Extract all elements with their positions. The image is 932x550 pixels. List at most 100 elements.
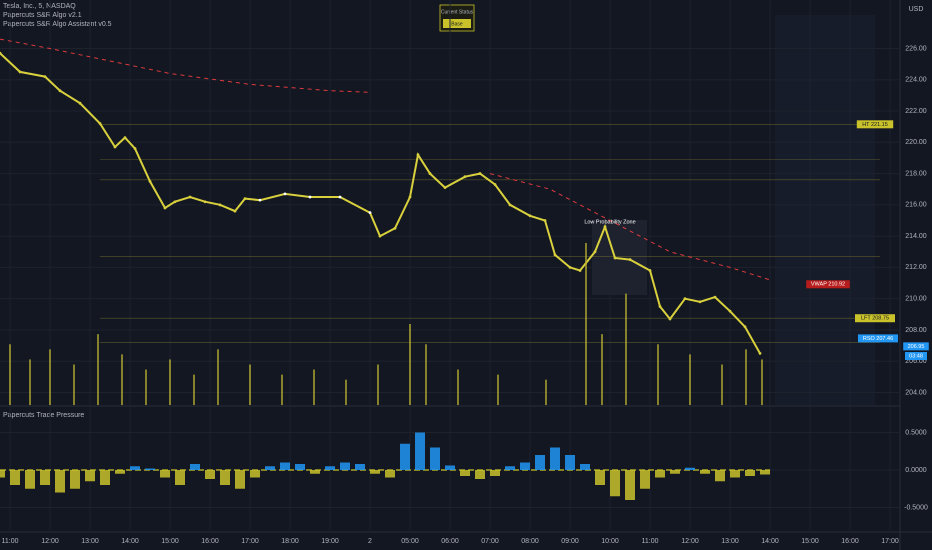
pressure-bar [10, 470, 20, 485]
y-tick-label: 210.00 [905, 296, 927, 303]
volume-bar [545, 379, 547, 405]
annotation: HT 221.15 [862, 122, 888, 128]
price-point [98, 122, 102, 125]
y-tick-label: 224.00 [905, 77, 927, 84]
price-point [123, 136, 127, 140]
pressure-bar [340, 462, 350, 470]
price-point [148, 179, 152, 183]
x-tick-label: 07:00 [481, 538, 499, 545]
volume-bar [345, 379, 347, 405]
x-tick-label: 13:00 [81, 538, 99, 545]
pressure-bar [685, 467, 695, 470]
y-tick-label: -0.5000 [904, 504, 928, 511]
y-tick-label: 208.00 [905, 327, 927, 334]
price-point [603, 225, 607, 229]
pressure-bar [745, 470, 755, 476]
price-point [78, 101, 82, 105]
pressure-bar [0, 470, 5, 478]
y-tick-label: 222.00 [905, 108, 927, 115]
volume-bar [249, 364, 251, 405]
pressure-bar [280, 462, 290, 470]
status-badge [443, 19, 471, 28]
pressure-bar [235, 470, 245, 489]
chart-title: Tesla, Inc., 5, NASDAQ [3, 3, 76, 10]
volume-bar [721, 364, 723, 405]
pressure-bar [520, 462, 530, 470]
pressure-bar [115, 470, 125, 474]
y-tick-label: 218.00 [905, 170, 927, 177]
pressure-bar [25, 470, 35, 489]
price-point [658, 305, 662, 308]
volume-bar [585, 243, 587, 405]
x-tick-label: 14:00 [761, 538, 779, 545]
price-point [493, 183, 497, 186]
volume-bar [745, 349, 747, 405]
pressure-bar [310, 470, 320, 474]
annotation: VWAP 210.92 [811, 282, 845, 288]
x-tick-label: 12:00 [681, 538, 699, 545]
volume-bar [217, 349, 219, 405]
x-tick-label: 15:00 [801, 538, 819, 545]
price-point [188, 195, 192, 199]
x-tick-label: 11:00 [2, 538, 19, 545]
pressure-bar [205, 470, 215, 479]
volume-bar [49, 349, 51, 405]
price-point [393, 226, 397, 230]
price-point [463, 175, 467, 179]
price-point [203, 200, 207, 204]
pressure-bar [325, 466, 335, 470]
y-tick-label: 206.00 [905, 358, 927, 365]
volume-bar [29, 359, 31, 405]
price-tag [858, 334, 898, 343]
pressure-bar [700, 470, 710, 474]
pressure-bar [400, 443, 410, 470]
price-point [553, 253, 557, 257]
y-tick-label: 204.00 [905, 389, 927, 396]
price-tag [855, 314, 895, 323]
annotation: Low Probability Zone [584, 219, 635, 225]
pressure-bar [610, 470, 620, 497]
price-point [113, 145, 117, 149]
price-tag [856, 120, 894, 129]
pressure-bar [490, 470, 500, 476]
x-tick-label: 18:00 [281, 538, 299, 545]
pressure-bar [385, 470, 395, 478]
price-point [613, 256, 617, 260]
y-tick-label: 0.0000 [905, 467, 927, 474]
pressure-bar [85, 470, 95, 482]
volume-bar [761, 359, 763, 405]
pressure-bar [430, 447, 440, 470]
price-point [233, 209, 237, 213]
price-tag [905, 352, 927, 360]
x-tick-label: 06:00 [441, 538, 459, 545]
x-tick-label: 14:00 [121, 538, 139, 545]
volume-bar [193, 374, 195, 405]
pressure-bar [190, 464, 200, 470]
indicator-name: Papercuts S&R Algo Assistant v0.5 [3, 21, 112, 28]
volume-bar [313, 369, 315, 405]
volume-bar [601, 334, 603, 405]
price-point [283, 192, 287, 196]
pressure-bar [100, 470, 110, 485]
pressure-bar [145, 468, 155, 470]
pressure-bar [370, 470, 380, 474]
price-point [58, 89, 62, 93]
pressure-bar [40, 470, 50, 485]
price-point [43, 75, 47, 79]
pressure-bar [730, 470, 740, 478]
volume-bar [457, 369, 459, 405]
indicator-name: Papercuts S&R Algo v2.1 [3, 12, 82, 19]
price-point [543, 219, 547, 222]
price-point [683, 297, 687, 301]
y-tick-label: 220.00 [905, 139, 927, 146]
pressure-bar [580, 464, 590, 470]
status-text: Base [451, 21, 463, 27]
y-tick-label: 226.00 [905, 45, 927, 52]
volume-bar [145, 369, 147, 405]
x-tick-label: 15:00 [161, 538, 179, 545]
price-point [243, 197, 247, 200]
currency: USD [909, 6, 924, 13]
x-tick-label: 13:00 [721, 538, 739, 545]
volume-bar [625, 293, 627, 405]
price-point [648, 269, 652, 272]
